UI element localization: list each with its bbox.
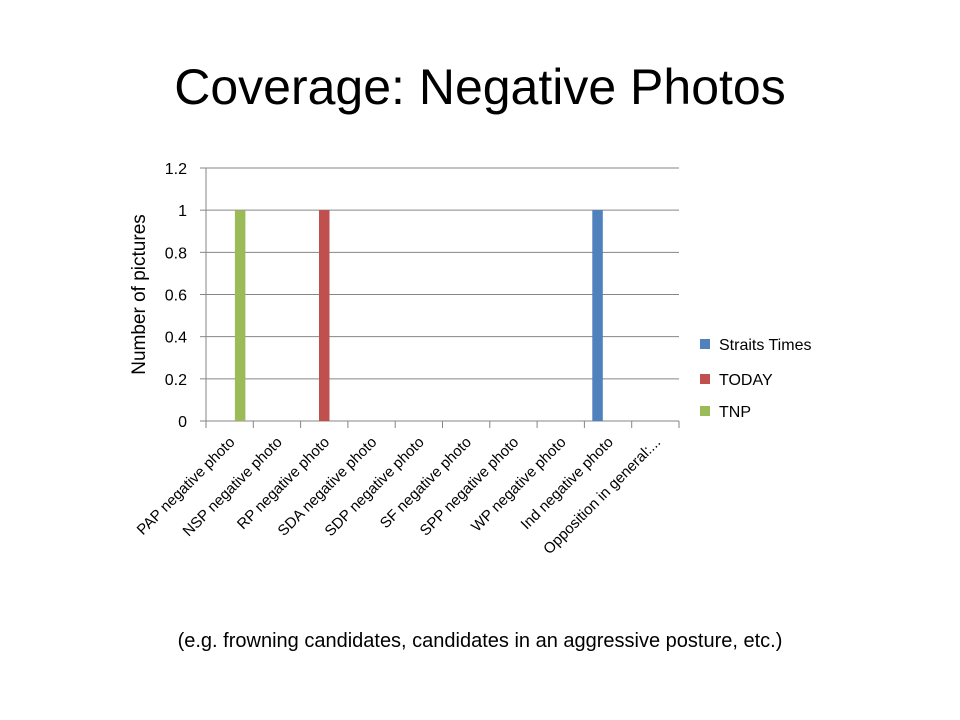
y-tick-label: 1.2 <box>165 161 187 178</box>
legend-swatch <box>700 339 710 349</box>
y-tick-label: 0.2 <box>165 372 187 389</box>
y-tick-label: 0.8 <box>165 245 187 262</box>
bar-today <box>319 210 330 421</box>
y-tick-label: 0.4 <box>165 330 187 347</box>
chart-caption: (e.g. frowning candidates, candidates in… <box>177 630 783 652</box>
legend-label: TODAY <box>719 372 773 389</box>
y-tick-label: 0 <box>178 414 187 431</box>
legend-swatch <box>700 374 710 384</box>
y-tick-label: 1 <box>178 203 187 220</box>
bar-tnp <box>234 210 246 421</box>
bar-straits-times <box>592 210 603 421</box>
y-tick-label: 0.6 <box>165 288 187 305</box>
legend-swatch <box>700 406 710 416</box>
legend-label: Straits Times <box>719 337 811 354</box>
legend-label: TNP <box>719 404 751 421</box>
chart-title: Coverage: Negative Photos <box>174 59 786 115</box>
y-axis-label: Number of pictures <box>129 214 150 375</box>
